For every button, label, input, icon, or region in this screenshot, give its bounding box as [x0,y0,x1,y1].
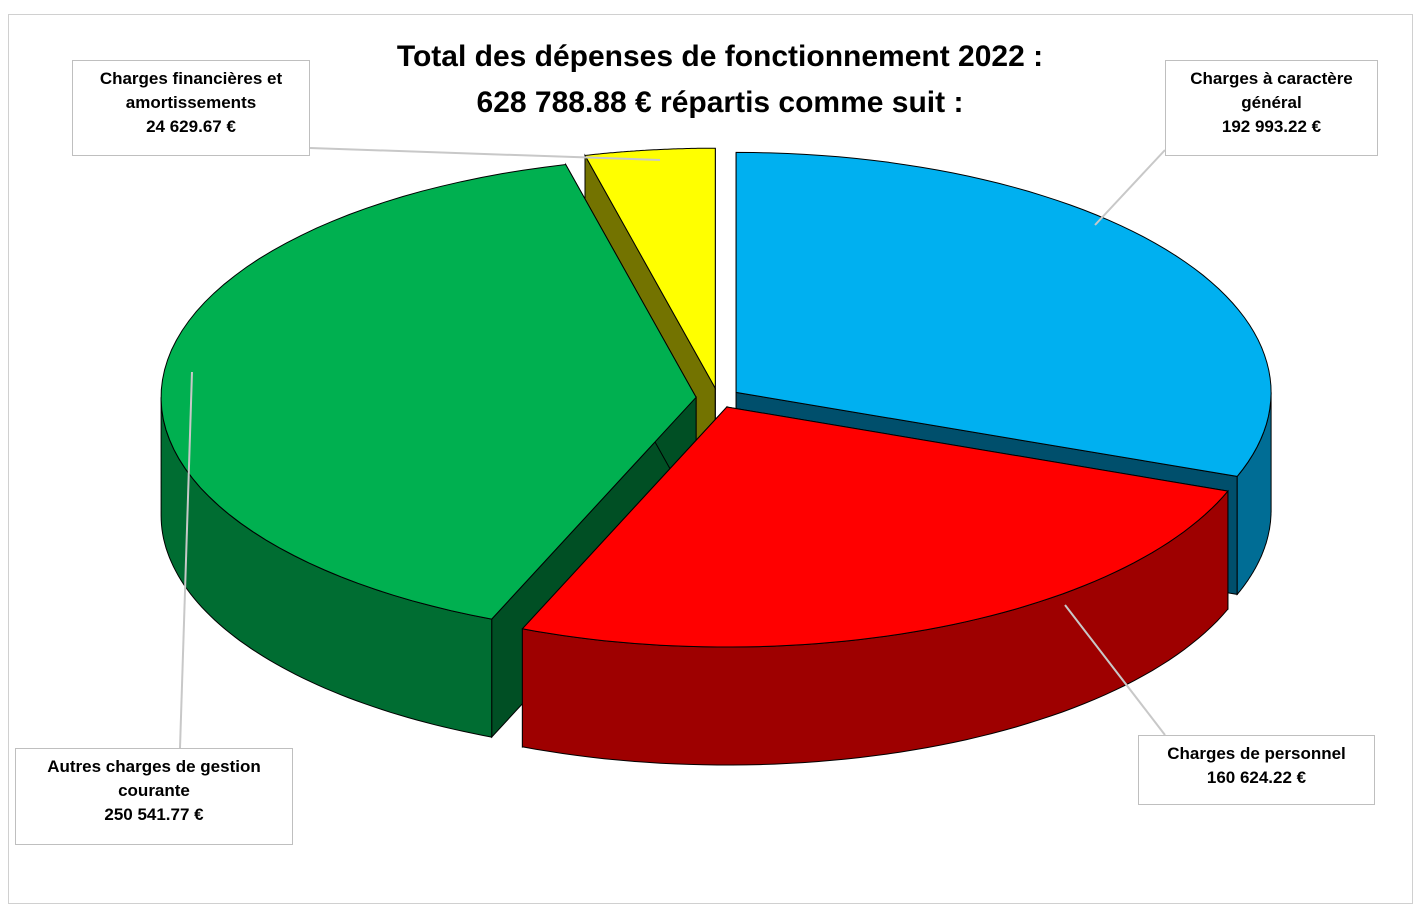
label-name: Charges à caractère général [1190,69,1353,112]
label-value: 192 993.22 € [1221,117,1322,136]
data-label: Autres charges de gestion courante 250 54… [15,748,293,845]
chart-frame [8,14,1413,904]
label-value: 24 629.67 € [146,117,236,136]
slice-top [584,147,716,391]
label-value: 250 541.77 € [104,805,204,824]
leader-line [179,371,193,749]
leader-line [1094,149,1166,226]
label-name: Charges de personnel [1167,744,1346,763]
pie-slice [521,405,1229,766]
chart-title: Total des dépenses de fonctionnement 202… [396,40,1044,73]
slice-top [735,151,1272,477]
slice-top [160,163,697,620]
data-label: Charges de personnel 160 624.22 € [1138,735,1375,805]
label-name: Charges financières et amortissements [99,69,283,112]
data-label: Charges financières et amortissements 24 … [72,60,310,156]
label-value: 160 624.22 € [1206,768,1307,787]
leader-line [309,147,661,161]
leader-line [1064,604,1166,736]
slice-top [521,406,1229,648]
data-label: Charges à caractère général 192 993.22 € [1165,60,1378,156]
label-name: Autres charges de gestion courante [47,757,261,800]
chart-title: 628 788.88 € répartis comme suit : [476,86,964,119]
